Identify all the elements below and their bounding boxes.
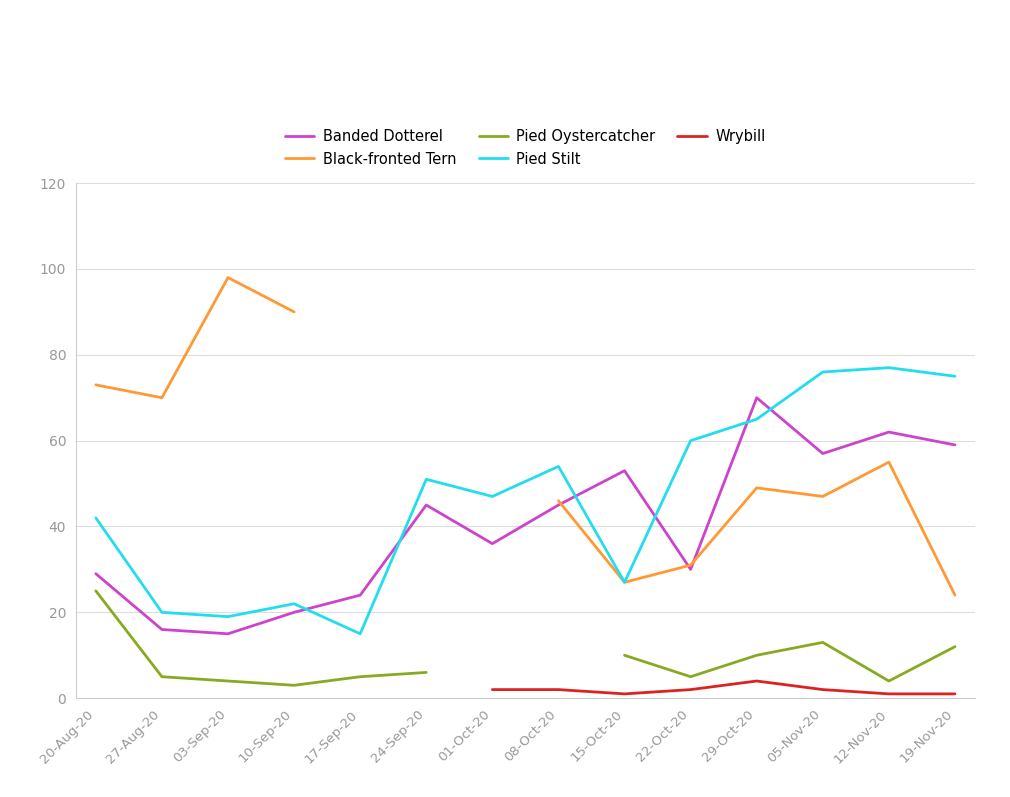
Line: Pied Oystercatcher: Pied Oystercatcher [96,591,426,685]
Pied Stilt [883,363,895,372]
Wrybill [750,676,763,685]
Pied Stilt [420,474,432,484]
Wrybill [618,689,630,699]
Line: Wrybill: Wrybill [492,681,955,694]
Pied Oystercatcher [90,586,102,595]
Pied Oystercatcher [156,672,168,681]
Banded Dotterel [486,539,498,548]
Pied Oystercatcher [355,672,367,681]
Black-fronted Tern [90,380,102,390]
Pied Stilt [156,607,168,617]
Banded Dotterel [552,501,565,510]
Banded Dotterel [222,629,234,638]
Line: Black-fronted Tern: Black-fronted Tern [96,277,294,398]
Black-fronted Tern [222,273,234,282]
Wrybill [685,685,697,694]
Black-fronted Tern [156,393,168,402]
Banded Dotterel [750,393,763,402]
Wrybill [486,685,498,694]
Banded Dotterel [156,625,168,634]
Pied Stilt [222,612,234,622]
Banded Dotterel [420,501,432,510]
Wrybill [817,685,829,694]
Wrybill [883,689,895,699]
Banded Dotterel [817,449,829,458]
Pied Stilt [355,629,367,638]
Pied Stilt [817,367,829,377]
Pied Oystercatcher [288,681,300,690]
Pied Stilt [949,371,962,381]
Banded Dotterel [949,440,962,450]
Pied Stilt [486,492,498,501]
Pied Stilt [90,513,102,523]
Pied Stilt [552,461,565,471]
Line: Pied Stilt: Pied Stilt [96,367,955,634]
Pied Oystercatcher [222,676,234,685]
Pied Stilt [750,414,763,424]
Wrybill [552,685,565,694]
Pied Stilt [685,436,697,446]
Banded Dotterel [685,564,697,574]
Banded Dotterel [618,466,630,476]
Wrybill [949,689,962,699]
Pied Stilt [288,599,300,609]
Pied Oystercatcher [420,668,432,677]
Pied Stilt [618,578,630,587]
Banded Dotterel [90,569,102,579]
Legend: Banded Dotterel, Black-fronted Tern, Pied Oystercatcher, Pied Stilt, Wrybill: Banded Dotterel, Black-fronted Tern, Pie… [280,124,772,172]
Black-fronted Tern [288,307,300,316]
Line: Banded Dotterel: Banded Dotterel [96,398,955,634]
Banded Dotterel [883,427,895,437]
Banded Dotterel [288,607,300,617]
Banded Dotterel [355,591,367,600]
